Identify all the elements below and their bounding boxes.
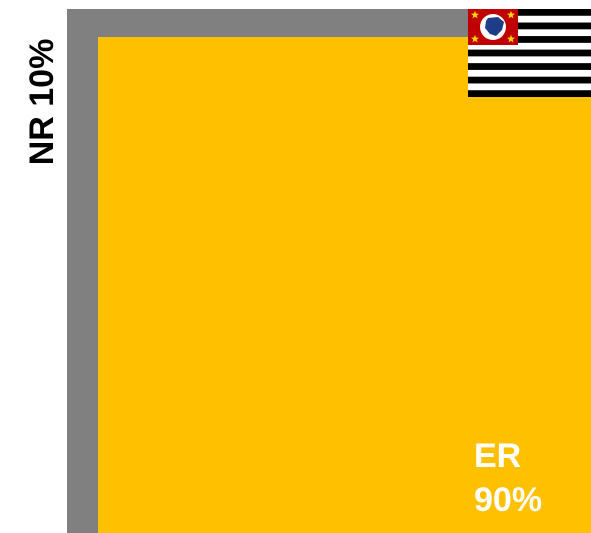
er-area bbox=[98, 37, 591, 533]
flag-stripe bbox=[468, 9, 591, 17]
flag-stripe bbox=[468, 42, 591, 50]
flag-stripe bbox=[468, 63, 591, 71]
flag-stripe bbox=[468, 29, 591, 37]
er-label: ER 90% bbox=[474, 434, 542, 522]
flag-stripe bbox=[468, 49, 591, 57]
nr-label: NR 10% bbox=[23, 38, 61, 166]
flag-stripe bbox=[468, 36, 591, 44]
er-label-name: ER bbox=[474, 437, 522, 475]
er-label-value: 90% bbox=[474, 481, 543, 519]
star-icon bbox=[507, 34, 515, 43]
star-icon bbox=[471, 34, 479, 43]
flag-stripe bbox=[468, 22, 591, 30]
sao-paulo-flag-icon bbox=[468, 9, 591, 97]
flag-stripe bbox=[468, 69, 591, 77]
flag-stripe bbox=[468, 76, 591, 84]
flag-stripe bbox=[468, 83, 591, 91]
flag-stars bbox=[471, 10, 515, 43]
flag-stripe bbox=[468, 56, 591, 64]
flag-stripe bbox=[468, 90, 591, 97]
star-icon bbox=[471, 10, 479, 19]
flag-stripe bbox=[468, 15, 591, 23]
brazil-map-icon bbox=[485, 17, 504, 36]
flag-stripes bbox=[468, 9, 591, 97]
star-icon bbox=[507, 10, 515, 19]
